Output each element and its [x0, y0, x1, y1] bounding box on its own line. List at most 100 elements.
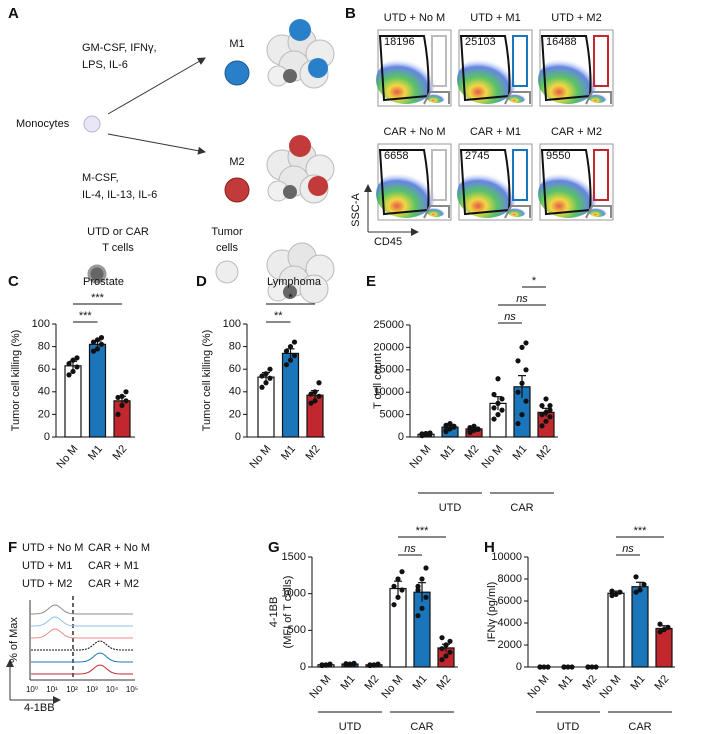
x-tick-label: M2: [304, 443, 323, 462]
x-tick-label: M2: [535, 443, 554, 462]
x-tick-label: M1: [411, 673, 430, 692]
density: [589, 93, 607, 103]
group-label: CAR: [510, 502, 533, 514]
bar: [607, 592, 625, 668]
label: cells: [216, 242, 239, 254]
y-tick-label: 80: [229, 341, 241, 353]
x-tick-label: No M: [54, 443, 80, 471]
density: [538, 170, 598, 218]
gate: [504, 91, 531, 105]
x-tick-label: M1: [557, 673, 576, 692]
y-tick-label: 20: [229, 408, 241, 420]
group-label: UTD: [557, 721, 580, 733]
y-tick-label: 15000: [373, 364, 404, 376]
gate: [423, 205, 450, 219]
data-point: [70, 368, 76, 375]
x-tick-label: M2: [653, 673, 672, 692]
significance-label: ns: [622, 543, 634, 555]
gate: [585, 205, 612, 219]
data-point: [98, 341, 105, 347]
m1-icon: [224, 60, 250, 86]
y-tick-label: 40: [229, 386, 241, 398]
x-tick-label: M2: [463, 443, 482, 462]
x-tick-label: M1: [86, 443, 105, 462]
data-point: [547, 414, 553, 420]
y-tick-label: 60: [38, 363, 50, 375]
t-cell-icon: [283, 185, 297, 199]
significance-label: ***: [416, 525, 430, 537]
data-point: [523, 340, 529, 346]
data-point: [443, 427, 449, 433]
data-point: [499, 407, 505, 413]
t-cell-icon: [87, 264, 107, 284]
y-axis-label: T cell count: [372, 353, 384, 409]
density: [427, 207, 445, 217]
y-axis-label: IFNγ (pg/ml): [486, 582, 498, 643]
data-point: [495, 376, 501, 382]
data-point: [515, 420, 521, 427]
panel-label: A: [8, 5, 19, 22]
data-point: [259, 384, 265, 390]
data-point: [395, 594, 401, 600]
x-tick-label: No M: [525, 673, 551, 701]
y-tick-label: 2000: [498, 639, 522, 651]
data-point: [283, 348, 290, 354]
tumor-cluster: [266, 242, 335, 304]
tumor-icon: [215, 260, 239, 284]
data-point: [447, 638, 453, 644]
legend-entry: UTD + M2: [22, 578, 72, 590]
bar: [655, 627, 673, 668]
y-tick-label: 20000: [373, 341, 404, 353]
data-point: [267, 375, 273, 381]
y-axis-label: Tumor cell killing (%): [10, 330, 22, 432]
significance-label: ***: [634, 525, 648, 537]
plot-title: CAR + M1: [470, 126, 521, 138]
label: M1: [229, 38, 244, 50]
data-point: [523, 398, 529, 404]
significance-label: *: [288, 292, 293, 304]
data-point: [308, 391, 314, 397]
data-point: [74, 355, 80, 361]
group-label: UTD: [339, 721, 362, 733]
histogram-trace: [31, 616, 133, 627]
y-tick-label: 5000: [380, 409, 404, 421]
y-tick-label: 6000: [498, 595, 522, 607]
data-point: [419, 576, 425, 582]
chart-title: Prostate: [83, 276, 124, 288]
data-point: [547, 403, 553, 409]
bar: [413, 591, 431, 668]
label: M2: [229, 156, 244, 168]
label: Monocytes: [16, 118, 70, 130]
gate: [504, 205, 531, 219]
x-tick-label: M1: [339, 673, 358, 692]
data-point: [439, 646, 445, 652]
density: [427, 93, 445, 103]
x-tick-label: M2: [581, 673, 600, 692]
x-tick-label: No M: [479, 443, 505, 471]
y-tick-label: 80: [38, 341, 50, 353]
panel-a: M1 M2 GM-CSF, IFNγ, LPS, IL-6 Monocytes …: [16, 19, 335, 304]
x-tick-label: 10²: [66, 685, 78, 694]
m2-icon: [289, 135, 311, 157]
y-tick-label: 60: [229, 363, 241, 375]
data-point: [98, 334, 105, 341]
data-point: [617, 589, 623, 595]
group-label: CAR: [410, 721, 433, 733]
y-tick-label: 10000: [373, 386, 404, 398]
y-axis-label: 4-1BB: [268, 597, 280, 628]
axis-label: 4-1BB: [24, 702, 55, 714]
data-point: [467, 428, 473, 434]
x-tick-label: No M: [407, 443, 433, 471]
bar: [389, 587, 407, 668]
legend-entry: CAR + M1: [88, 560, 139, 572]
data-point: [543, 396, 549, 402]
data-point: [90, 348, 97, 354]
data-point: [259, 373, 265, 379]
data-point: [66, 360, 72, 367]
data-point: [415, 613, 421, 619]
data-point: [543, 418, 549, 424]
group-label: CAR: [628, 721, 651, 733]
x-tick-label: No M: [247, 443, 273, 471]
significance-label: ns: [516, 293, 528, 305]
y-tick-label: 0: [300, 661, 306, 673]
